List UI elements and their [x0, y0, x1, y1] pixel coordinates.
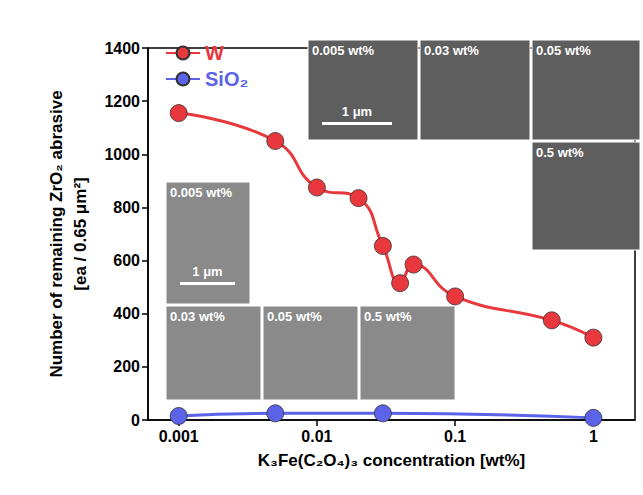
svg-text:0.001: 0.001 [159, 428, 199, 445]
svg-text:200: 200 [113, 358, 140, 375]
svg-text:1000: 1000 [104, 146, 140, 163]
svg-text:800: 800 [113, 199, 140, 216]
svg-text:0.5 wt%: 0.5 wt% [536, 145, 584, 160]
svg-text:0.05 wt%: 0.05 wt% [267, 309, 322, 324]
svg-text:1400: 1400 [104, 40, 140, 57]
svg-text:1 μm: 1 μm [192, 264, 222, 279]
svg-text:0.005 wt%: 0.005 wt% [312, 43, 375, 58]
svg-text:0.01: 0.01 [301, 428, 332, 445]
svg-text:600: 600 [113, 252, 140, 269]
svg-text:1200: 1200 [104, 93, 140, 110]
svg-text:400: 400 [113, 305, 140, 322]
svg-text:W: W [205, 42, 224, 64]
svg-text:[ea / 0.65 μm²]: [ea / 0.65 μm²] [71, 177, 90, 290]
svg-text:0.5 wt%: 0.5 wt% [364, 309, 412, 324]
svg-text:SiO₂: SiO₂ [205, 68, 248, 90]
svg-text:Number of remaining ZrO₂ abras: Number of remaining ZrO₂ abrasive [47, 90, 66, 377]
svg-text:0.03 wt%: 0.03 wt% [424, 43, 479, 58]
svg-text:K₃Fe(C₂O₄)₃ concentration [wt%: K₃Fe(C₂O₄)₃ concentration [wt%] [258, 451, 525, 470]
svg-text:1 μm: 1 μm [342, 104, 372, 119]
svg-text:0.1: 0.1 [444, 428, 466, 445]
svg-text:1: 1 [589, 428, 598, 445]
svg-text:0.005 wt%: 0.005 wt% [170, 185, 233, 200]
svg-text:0.05 wt%: 0.05 wt% [536, 43, 591, 58]
svg-text:0: 0 [131, 412, 140, 429]
svg-text:0.03 wt%: 0.03 wt% [170, 309, 225, 324]
